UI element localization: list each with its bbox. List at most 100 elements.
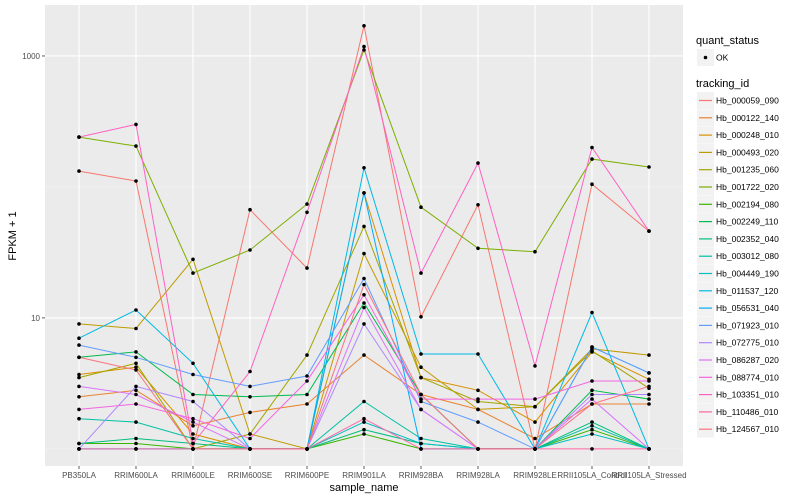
data-point-Hb_000122_140-RRIM600LA: [134, 388, 138, 393]
data-point-Hb_000059_090-PB350LA: [77, 169, 81, 173]
data-point-Hb_103351_010-RRIM901LA: [362, 44, 366, 49]
data-point-Hb_103351_010-RRII105LA_Control: [590, 145, 594, 150]
data-point-Hb_071923_010-RRIM600LA: [134, 355, 138, 360]
data-point-Hb_002352_040-PB350LA: [77, 441, 81, 446]
data-point-Hb_088774_010-RRIM600LA: [134, 402, 138, 406]
legend-label: Hb_110486_010: [716, 407, 779, 417]
data-point-Hb_001722_020-RRII105LA_Stressed: [647, 165, 651, 169]
legend-label: Hb_002194_080: [716, 199, 779, 209]
data-point-Hb_103351_010-PB350LA: [77, 135, 81, 139]
data-point-Hb_002194_080-RRIM901LA: [362, 432, 366, 436]
data-point-Hb_056531_040-RRIM901LA: [362, 191, 366, 195]
legend-label: Hb_086287_020: [716, 355, 779, 365]
data-point-Hb_088774_010-PB350LA: [77, 407, 81, 412]
legend-label: Hb_003012_080: [716, 251, 779, 261]
data-point-Hb_124567_010-RRIM600LE: [191, 447, 195, 451]
data-point-Hb_103351_010-RRIM600LE: [191, 441, 195, 446]
data-point-Hb_002249_110-RRIM600PE: [305, 392, 309, 397]
data-point-Hb_001235_060-RRIM928BA: [419, 375, 423, 380]
data-point-Hb_011537_120-RRIM928LA: [476, 352, 480, 356]
data-point-Hb_003012_080-RRIM600LE: [191, 436, 195, 441]
data-point-Hb_086287_020-PB350LA: [77, 384, 81, 389]
data-point-Hb_124567_010-RRIM600PE: [305, 447, 309, 451]
data-point-Hb_000059_090-RRIM901LA: [362, 24, 366, 28]
legend-label: Hb_124567_010: [716, 424, 779, 434]
legend-label: Hb_000248_010: [716, 130, 779, 140]
data-point-Hb_000122_140-PB350LA: [77, 395, 81, 399]
data-point-Hb_000248_010-RRIM928LE: [533, 420, 537, 424]
x-tick-label: RRIM600SE: [228, 471, 272, 480]
data-point-Hb_124567_010-RRIM928LE: [533, 447, 537, 451]
data-point-Hb_000059_090-RRII105LA_Control: [590, 182, 594, 186]
data-point-Hb_011537_120-RRIM600LA: [134, 308, 138, 312]
data-point-Hb_124567_010-PB350LA: [77, 355, 81, 360]
legend-label: Hb_001722_020: [716, 182, 779, 192]
data-point-Hb_086287_020-RRIM928BA: [419, 407, 423, 412]
data-point-Hb_072775_010-RRIM901LA: [362, 322, 366, 326]
data-point-Hb_071923_010-RRIM901LA: [362, 276, 366, 281]
data-point-Hb_072775_010-RRII105LA_Control: [590, 392, 594, 397]
data-point-Hb_001235_060-RRIM901LA: [362, 224, 366, 229]
data-point-Hb_001235_060-RRIM600LA: [134, 361, 138, 366]
data-point-Hb_000493_020-RRII105LA_Stressed: [647, 353, 651, 357]
data-point-Hb_086287_020-RRII105LA_Control: [590, 397, 594, 401]
legend-items: Hb_000059_090 Hb_000122_140 Hb_000248_010 H…: [697, 92, 779, 438]
legend-label-ok: OK: [716, 53, 729, 63]
legend-point-ok: [703, 55, 708, 60]
data-point-Hb_110486_010-RRII105LA_Stressed: [647, 447, 651, 451]
data-point-Hb_002249_110-RRIM600LA: [134, 350, 138, 354]
data-point-Hb_000493_020-RRIM928BA: [419, 365, 423, 370]
data-point-Hb_001722_020-RRIM600PE: [305, 202, 309, 206]
data-point-Hb_003012_080-RRII105LA_Control: [590, 424, 594, 428]
data-point-Hb_124567_010-RRIM600LA: [134, 368, 138, 372]
legend-title-quant-status: quant_status: [696, 35, 759, 47]
data-point-Hb_000493_020-RRIM600LE: [191, 257, 195, 262]
data-point-Hb_071923_010-RRIM600LE: [191, 372, 195, 377]
data-point-Hb_103351_010-RRIM928LE: [533, 364, 537, 368]
data-point-Hb_103351_010-RRIM928BA: [419, 271, 423, 275]
data-point-Hb_000122_140-RRIM928LE: [533, 436, 537, 441]
x-tick-label: RRII105LA_Stressed: [611, 471, 686, 480]
data-point-Hb_011537_120-RRIM928BA: [419, 352, 423, 356]
data-point-Hb_002194_080-RRII105LA_Control: [590, 427, 594, 432]
data-point-Hb_001722_020-RRIM600SE: [248, 248, 252, 252]
data-point-Hb_088774_010-RRII105LA_Stressed: [647, 379, 651, 383]
data-point-Hb_002249_110-RRIM600SE: [248, 395, 252, 399]
data-point-Hb_011537_120-RRIM600LE: [191, 361, 195, 366]
x-tick-label: RRIM600LE: [171, 471, 215, 480]
data-point-Hb_124567_010-RRIM901LA: [362, 282, 366, 287]
data-point-Hb_002352_040-RRII105LA_Control: [590, 420, 594, 424]
data-point-Hb_110486_010-RRIM901LA: [362, 416, 366, 421]
legend-label: Hb_071923_010: [716, 320, 779, 330]
data-point-Hb_004449_190-RRIM928BA: [419, 441, 423, 446]
data-point-Hb_103351_010-RRIM600LA: [134, 122, 138, 127]
data-point-Hb_001722_020-RRIM901LA: [362, 48, 366, 52]
data-point-Hb_001235_060-PB350LA: [77, 375, 81, 380]
legend-label: Hb_001235_060: [716, 165, 779, 175]
data-point-Hb_000248_010-RRIM600LE: [191, 432, 195, 436]
data-point-Hb_002249_110-RRIM901LA: [362, 301, 366, 305]
legend-label: Hb_056531_040: [716, 303, 779, 313]
data-point-Hb_001722_020-RRIM600LA: [134, 144, 138, 148]
data-point-Hb_002249_110-RRIM600LE: [191, 392, 195, 397]
data-point-Hb_086287_020-RRIM901LA: [362, 305, 366, 310]
data-point-Hb_003012_080-RRIM928BA: [419, 436, 423, 441]
data-point-Hb_088774_010-RRIM928LE: [533, 397, 537, 401]
legend: quant_status OK tracking_id Hb_000059_09…: [696, 35, 779, 438]
data-point-Hb_001722_020-RRIM928LA: [476, 246, 480, 251]
data-point-Hb_072775_010-RRIM600LE: [191, 399, 195, 404]
data-point-Hb_000122_140-RRIM901LA: [362, 353, 366, 357]
data-point-Hb_110486_010-RRIM600LA: [134, 447, 138, 451]
data-point-Hb_000059_090-RRIM928BA: [419, 315, 423, 319]
data-point-Hb_001722_020-RRIM600LE: [191, 271, 195, 275]
data-point-Hb_086287_020-RRIM600LA: [134, 392, 138, 397]
x-axis-title: sample_name: [329, 482, 398, 494]
legend-label: Hb_002249_110: [716, 217, 779, 227]
series-points: [77, 24, 651, 451]
data-point-Hb_003012_080-RRIM600LA: [134, 420, 138, 424]
data-point-Hb_072775_010-RRIM600LA: [134, 384, 138, 389]
data-point-Hb_071923_010-PB350LA: [77, 343, 81, 347]
data-point-Hb_000493_020-RRIM928LA: [476, 407, 480, 412]
legend-label: Hb_004449_190: [716, 269, 779, 279]
